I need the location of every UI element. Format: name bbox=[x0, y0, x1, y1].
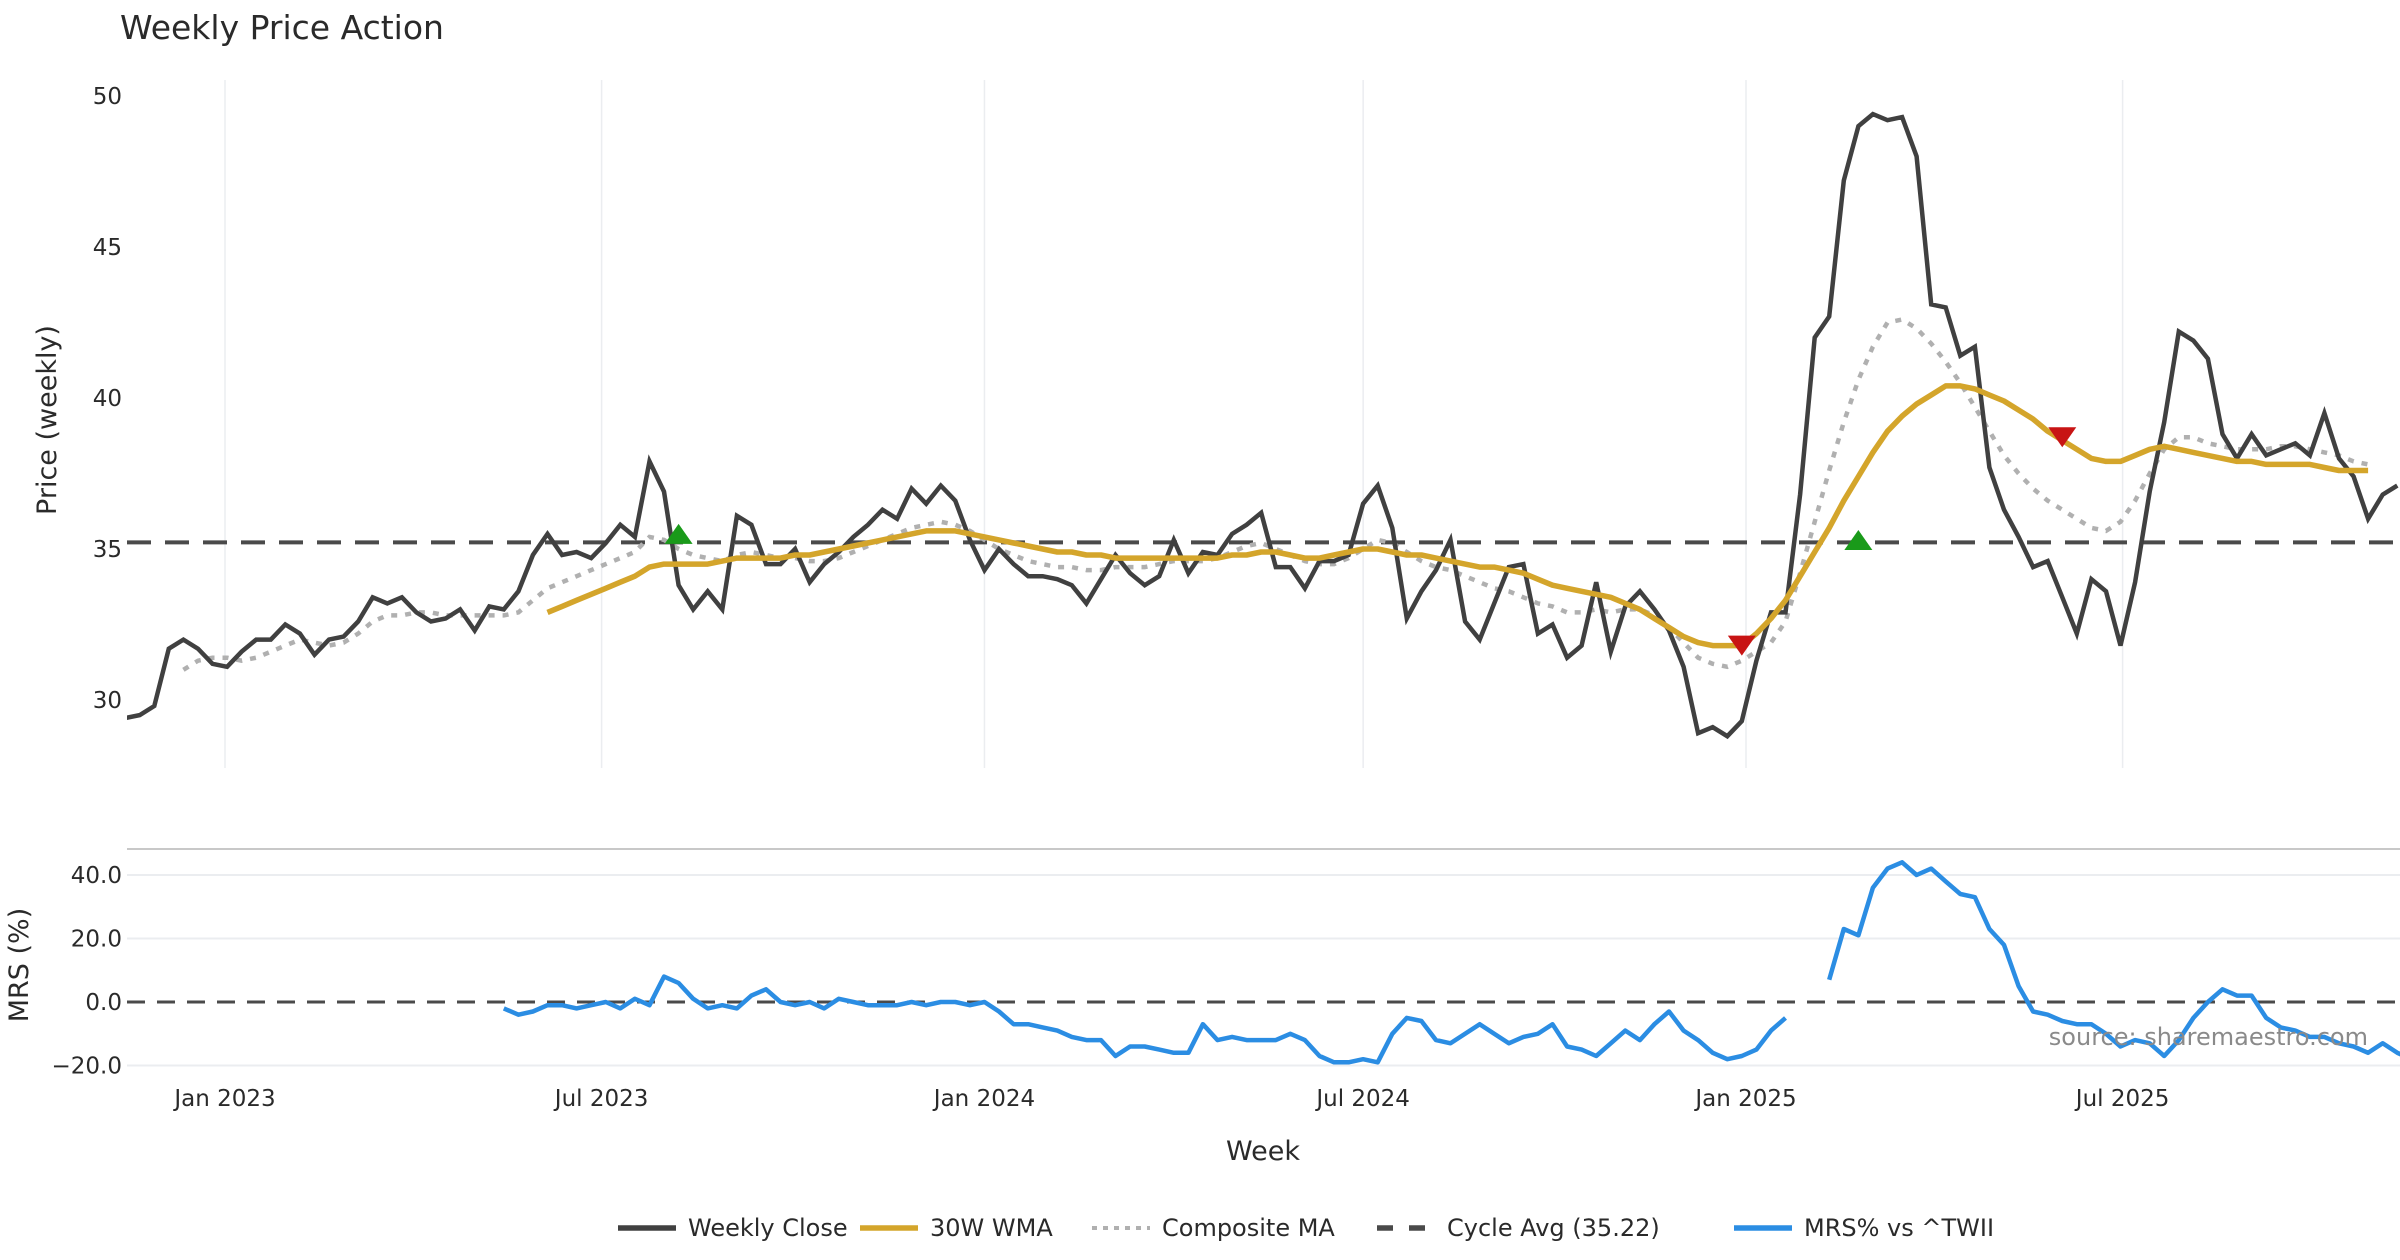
sell-signal-marker bbox=[1727, 635, 1756, 656]
wma-30w-line bbox=[546, 383, 2369, 649]
source-note: source: sharemaestro.com bbox=[2049, 1023, 2368, 1051]
price-grid bbox=[224, 80, 2124, 768]
x-tick-label: Jul 2025 bbox=[2074, 1086, 2170, 1112]
x-tick-label: Jan 2025 bbox=[1693, 1086, 1796, 1112]
mrs-series bbox=[502, 860, 2400, 1065]
mrs-y-tick-label: 20.0 bbox=[71, 927, 122, 953]
legend-item: Cycle Avg (35.22) bbox=[1377, 1214, 1660, 1242]
x-tick-label: Jan 2023 bbox=[172, 1086, 275, 1112]
mrs-grid bbox=[127, 874, 2400, 1067]
x-tick-label: Jan 2024 bbox=[932, 1086, 1035, 1112]
legend: Weekly Close 30W WMA Composite MA Cycle Avg… bbox=[618, 1214, 1994, 1242]
sell-signal-marker bbox=[2048, 427, 2077, 448]
mrs-line bbox=[502, 860, 2400, 1065]
mrs-y-tick-label: −20.0 bbox=[52, 1054, 122, 1080]
price-y-tick-label: 50 bbox=[93, 84, 122, 110]
price-series bbox=[127, 111, 2400, 740]
legend-label: Composite MA bbox=[1162, 1214, 1335, 1242]
price-y-axis-label: Price (weekly) bbox=[32, 325, 63, 515]
mrs-y-axis-label: MRS (%) bbox=[4, 908, 35, 1023]
x-axis-label: Week bbox=[1226, 1136, 1300, 1167]
legend-label: MRS% vs ^TWII bbox=[1804, 1214, 1994, 1242]
mrs-y-tick-label: 0.0 bbox=[85, 990, 122, 1016]
chart-title: Weekly Price Action bbox=[120, 8, 444, 47]
legend-label: Weekly Close bbox=[688, 1214, 848, 1242]
legend-label: Cycle Avg (35.22) bbox=[1447, 1214, 1660, 1242]
price-y-tick-label: 45 bbox=[93, 235, 122, 261]
mrs-y-ticks: −20.0 0.0 20.0 40.0 bbox=[52, 863, 122, 1080]
x-tick-label: Jul 2023 bbox=[553, 1086, 649, 1112]
buy-signal-marker bbox=[1844, 529, 1873, 550]
legend-item: Weekly Close bbox=[618, 1214, 848, 1242]
legend-label: 30W WMA bbox=[930, 1214, 1053, 1242]
price-y-ticks: 30 35 40 45 50 bbox=[93, 84, 122, 714]
legend-item: Composite MA bbox=[1092, 1214, 1335, 1242]
weekly-close-line bbox=[127, 111, 2399, 740]
price-y-tick-label: 40 bbox=[93, 386, 122, 412]
price-y-tick-label: 35 bbox=[93, 537, 122, 563]
x-axis-ticks: Jan 2023 Jul 2023 Jan 2024 Jul 2024 Jan 2025… bbox=[172, 1086, 2169, 1112]
legend-item: 30W WMA bbox=[860, 1214, 1053, 1242]
x-tick-label: Jul 2024 bbox=[1314, 1086, 1410, 1112]
legend-item: MRS% vs ^TWII bbox=[1734, 1214, 1994, 1242]
buy-signal-marker bbox=[664, 523, 693, 544]
price-signals bbox=[664, 427, 2077, 656]
price-y-tick-label: 30 bbox=[93, 688, 122, 714]
mrs-y-tick-label: 40.0 bbox=[71, 863, 122, 889]
composite-ma-line bbox=[182, 317, 2369, 672]
